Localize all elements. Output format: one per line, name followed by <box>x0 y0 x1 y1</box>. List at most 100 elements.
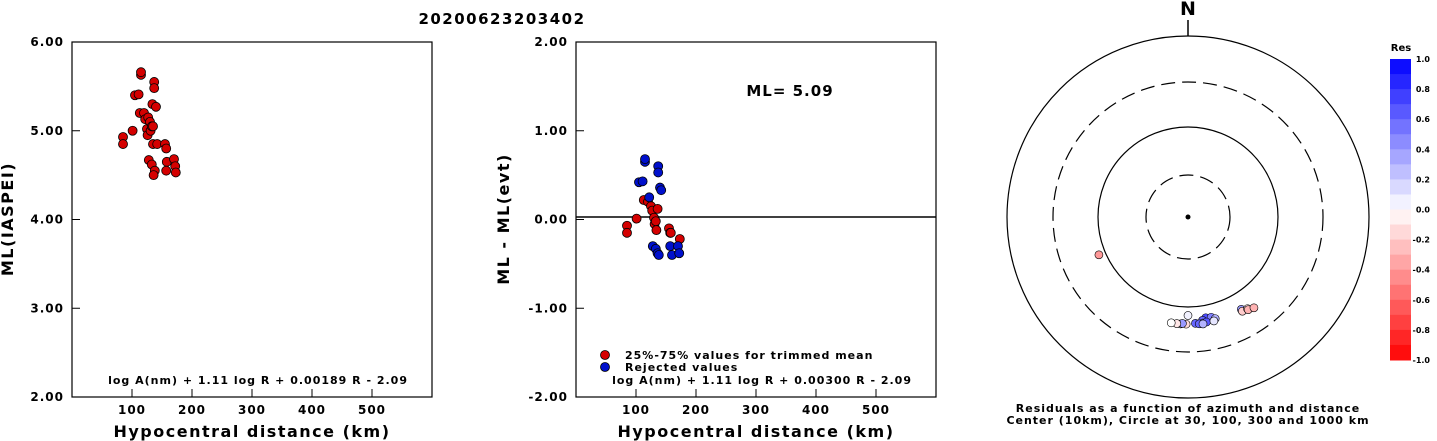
data-point <box>136 67 146 78</box>
colorbar-cell <box>1390 164 1411 180</box>
colorbar-cell <box>1390 134 1411 150</box>
colorbar-cell <box>1390 149 1411 165</box>
x-ticks: 100 200 300 400 500 <box>622 389 890 417</box>
colorbar-cell <box>1390 74 1411 90</box>
y-axis-label: ML(IASPEI) <box>0 162 17 276</box>
data-point <box>651 225 662 236</box>
legend-marker-trimmed <box>600 350 610 360</box>
colorbar-tick-label: 0.8 <box>1416 85 1431 94</box>
caption-line-1: Residuals as a function of azimuth and d… <box>1016 402 1360 415</box>
station-point <box>1183 311 1193 320</box>
y-tick-label: 5.00 <box>30 124 64 138</box>
data-point <box>149 83 160 94</box>
ml-annotation: ML= 5.09 <box>746 82 833 100</box>
x-tick-label: 400 <box>802 403 830 417</box>
colorbar-cell <box>1390 179 1411 195</box>
data-point <box>170 167 181 178</box>
data-point <box>650 216 661 227</box>
colorbar-tick-label: -0.2 <box>1413 236 1431 245</box>
plot-frame <box>71 41 433 398</box>
colorbar-tick-label: 0.0 <box>1416 206 1431 215</box>
legend-label-rejected: Rejected values <box>625 361 738 374</box>
data-point <box>644 192 655 203</box>
colorbar-tick-label: -0.8 <box>1413 326 1431 335</box>
figure-title: 20200623203402 <box>418 10 585 28</box>
data-point <box>161 165 172 176</box>
legend: 25%-75% values for trimmed mean Rejected… <box>600 349 873 374</box>
colorbar-ticks: 1.0 0.8 0.6 0.4 0.2 0.0 -0.2 -0.4 -0.6 -0.8 -1.0 <box>1413 55 1431 365</box>
data-point <box>653 250 664 260</box>
x-tick-label: 400 <box>298 403 326 417</box>
data-point <box>118 139 128 149</box>
data-point <box>656 185 667 196</box>
data-point <box>151 101 161 112</box>
colorbar-cell <box>1390 239 1411 256</box>
colorbar-cell <box>1390 299 1411 316</box>
formula-label: log A(nm) + 1.11 log R + 0.00189 R - 2.0… <box>108 374 408 387</box>
x-axis-label: Hypocentral distance (km) <box>113 422 390 441</box>
data-point <box>665 227 676 238</box>
y-ticks: -2.00 -1.00 0.00 1.00 2.00 <box>528 35 584 404</box>
panel-azimuth-residuals: N Residuals as a function of azimuth and… <box>1006 0 1370 427</box>
ring-300km <box>1052 81 1324 353</box>
data-point <box>653 167 664 178</box>
colorbar-tick-label: 0.2 <box>1416 175 1430 184</box>
colorbar-cell <box>1390 104 1411 120</box>
colorbar-tick-label: -0.4 <box>1413 266 1431 275</box>
colorbar: Res 1.0 0.8 0.6 0.4 0.2 0.0 -0.2 -0.4 -0.6 -0.8 -1… <box>1390 43 1430 365</box>
center-dot <box>1185 214 1191 220</box>
data-points <box>118 67 181 181</box>
colorbar-tick-label: 0.4 <box>1416 145 1431 154</box>
colorbar-cell <box>1390 89 1411 105</box>
data-point <box>127 125 138 136</box>
colorbar-cell <box>1390 344 1411 361</box>
x-tick-label: 100 <box>622 403 650 417</box>
y-tick-label: 1.00 <box>534 124 568 138</box>
data-point <box>637 176 648 187</box>
x-tick-label: 500 <box>862 403 890 417</box>
colorbar-cell <box>1390 194 1411 210</box>
y-ticks: 2.00 3.00 4.00 5.00 6.00 <box>30 35 80 404</box>
x-tick-label: 200 <box>178 403 206 417</box>
x-tick-label: 300 <box>742 403 770 417</box>
station-point <box>1198 319 1208 329</box>
ring-100km <box>1097 126 1279 308</box>
colorbar-cells <box>1390 59 1411 361</box>
x-tick-label: 200 <box>682 403 710 417</box>
y-tick-label: -1.00 <box>528 301 568 315</box>
caption-line-2: Center (10km), Circle at 30, 100, 300 an… <box>1006 414 1369 427</box>
formula-label: log A(nm) + 1.11 log R + 0.00300 R - 2.0… <box>612 374 912 387</box>
y-tick-label: 4.00 <box>30 213 64 227</box>
data-point <box>622 227 632 238</box>
colorbar-cell <box>1390 224 1411 241</box>
colorbar-cell <box>1390 254 1411 271</box>
colorbar-title: Res <box>1391 43 1411 54</box>
x-tick-label: 300 <box>238 403 266 417</box>
data-point <box>148 121 158 132</box>
x-tick-label: 100 <box>118 403 146 417</box>
data-point <box>652 203 663 214</box>
data-point <box>631 213 642 224</box>
y-tick-label: 3.00 <box>30 301 64 315</box>
panel-ml-vs-distance: 100 200 300 400 500 2.00 3.00 4.00 5.00 6.00 log… <box>0 35 433 441</box>
legend-label-trimmed: 25%-75% values for trimmed mean <box>625 349 873 362</box>
y-axis-label: ML - ML(evt) <box>494 153 513 285</box>
station-point <box>1166 318 1176 328</box>
station-point <box>1209 316 1219 326</box>
colorbar-cell <box>1390 329 1411 346</box>
data-point <box>133 89 144 100</box>
colorbar-tick-label: 0.6 <box>1416 115 1431 124</box>
data-point <box>640 154 650 165</box>
colorbar-cell <box>1390 269 1411 286</box>
x-tick-label: 500 <box>358 403 386 417</box>
y-tick-label: -2.00 <box>528 390 568 404</box>
station-points <box>1094 250 1259 329</box>
x-ticks: 100 200 300 400 500 <box>118 389 386 417</box>
colorbar-tick-label: -1.0 <box>1413 356 1431 365</box>
x-axis-label: Hypocentral distance (km) <box>617 422 894 441</box>
data-point <box>148 170 159 181</box>
north-label: N <box>1180 0 1196 20</box>
station-point <box>1094 250 1104 260</box>
y-tick-label: 0.00 <box>534 213 568 227</box>
